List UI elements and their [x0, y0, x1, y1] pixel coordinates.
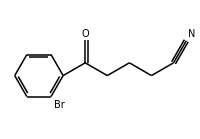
- Text: N: N: [187, 29, 194, 39]
- Text: Br: Br: [54, 100, 65, 110]
- Text: O: O: [81, 29, 89, 39]
